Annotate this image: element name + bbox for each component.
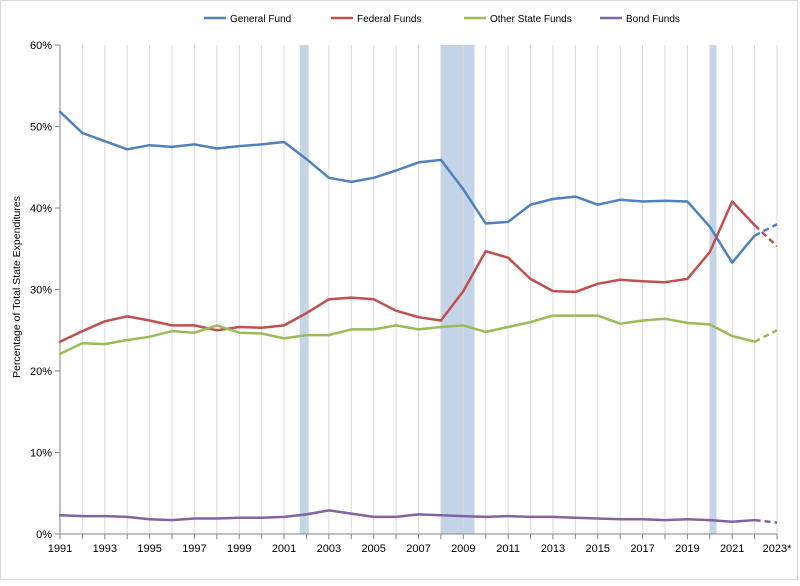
x-tick-labels: 1991 1993 1995 1997 1999 2001 2003 2005 2007 2009…	[48, 543, 792, 555]
axes	[55, 44, 778, 539]
x-tick-label: 1999	[227, 543, 251, 555]
x-tick-label: 2017	[630, 543, 654, 555]
x-tick-label: 1991	[48, 543, 72, 555]
series-line-general-fund	[58, 110, 756, 264]
series-line-projected-federal-funds	[753, 224, 778, 248]
shaded-periods	[299, 45, 717, 534]
x-tick-label: 2013	[541, 543, 565, 555]
y-tick-labels: 0% 10% 20% 30% 40% 50% 60%	[30, 40, 52, 541]
legend-label-federal-funds: Federal Funds	[357, 14, 421, 25]
x-tick-label: 2003	[317, 543, 341, 555]
x-tick-label: 2011	[496, 543, 520, 555]
series-line-federal-funds	[58, 200, 756, 343]
series-line-projected-other-state-funds	[754, 329, 778, 343]
y-axis-label: Percentage of Total State Expenditures	[11, 196, 23, 378]
x-tick-label: 2015	[586, 543, 610, 555]
shaded-period-2	[709, 45, 717, 534]
shaded-period-0	[299, 45, 309, 534]
series-line-projected-general-fund	[754, 223, 778, 237]
y-tick-label: 50%	[30, 122, 52, 134]
x-tick-label: 2009	[451, 543, 475, 555]
series-line-bond-funds	[58, 509, 756, 524]
y-tick-label: 40%	[30, 203, 52, 215]
shaded-period-1	[440, 45, 475, 534]
y-tick-label: 0%	[36, 529, 52, 541]
y-tick-label: 20%	[30, 366, 52, 378]
x-tick-label: 2021	[720, 543, 744, 555]
x-tick-label: 2023*	[763, 543, 792, 555]
vertical-gridlines	[59, 45, 778, 534]
x-tick-label: 2005	[361, 543, 385, 555]
legend: General Fund Federal Funds Other State Fun…	[204, 14, 680, 25]
series-line-projected-bond-funds	[754, 518, 778, 524]
x-tick-label: 1993	[93, 543, 117, 555]
series-lines	[58, 110, 778, 524]
x-tick-label: 1997	[182, 543, 206, 555]
legend-label-other-state-funds: Other State Funds	[490, 14, 572, 25]
legend-label-bond-funds: Bond Funds	[626, 14, 680, 25]
y-tick-label: 10%	[30, 448, 52, 460]
legend-label-general-fund: General Fund	[230, 14, 291, 25]
y-tick-label: 60%	[30, 40, 52, 52]
series-line-other-state-funds	[58, 314, 756, 356]
x-tick-label: 1995	[137, 543, 161, 555]
x-tick-label: 2001	[272, 543, 296, 555]
y-tick-label: 30%	[30, 285, 52, 297]
x-tick-label: 2019	[675, 543, 699, 555]
x-tick-label: 2007	[406, 543, 430, 555]
